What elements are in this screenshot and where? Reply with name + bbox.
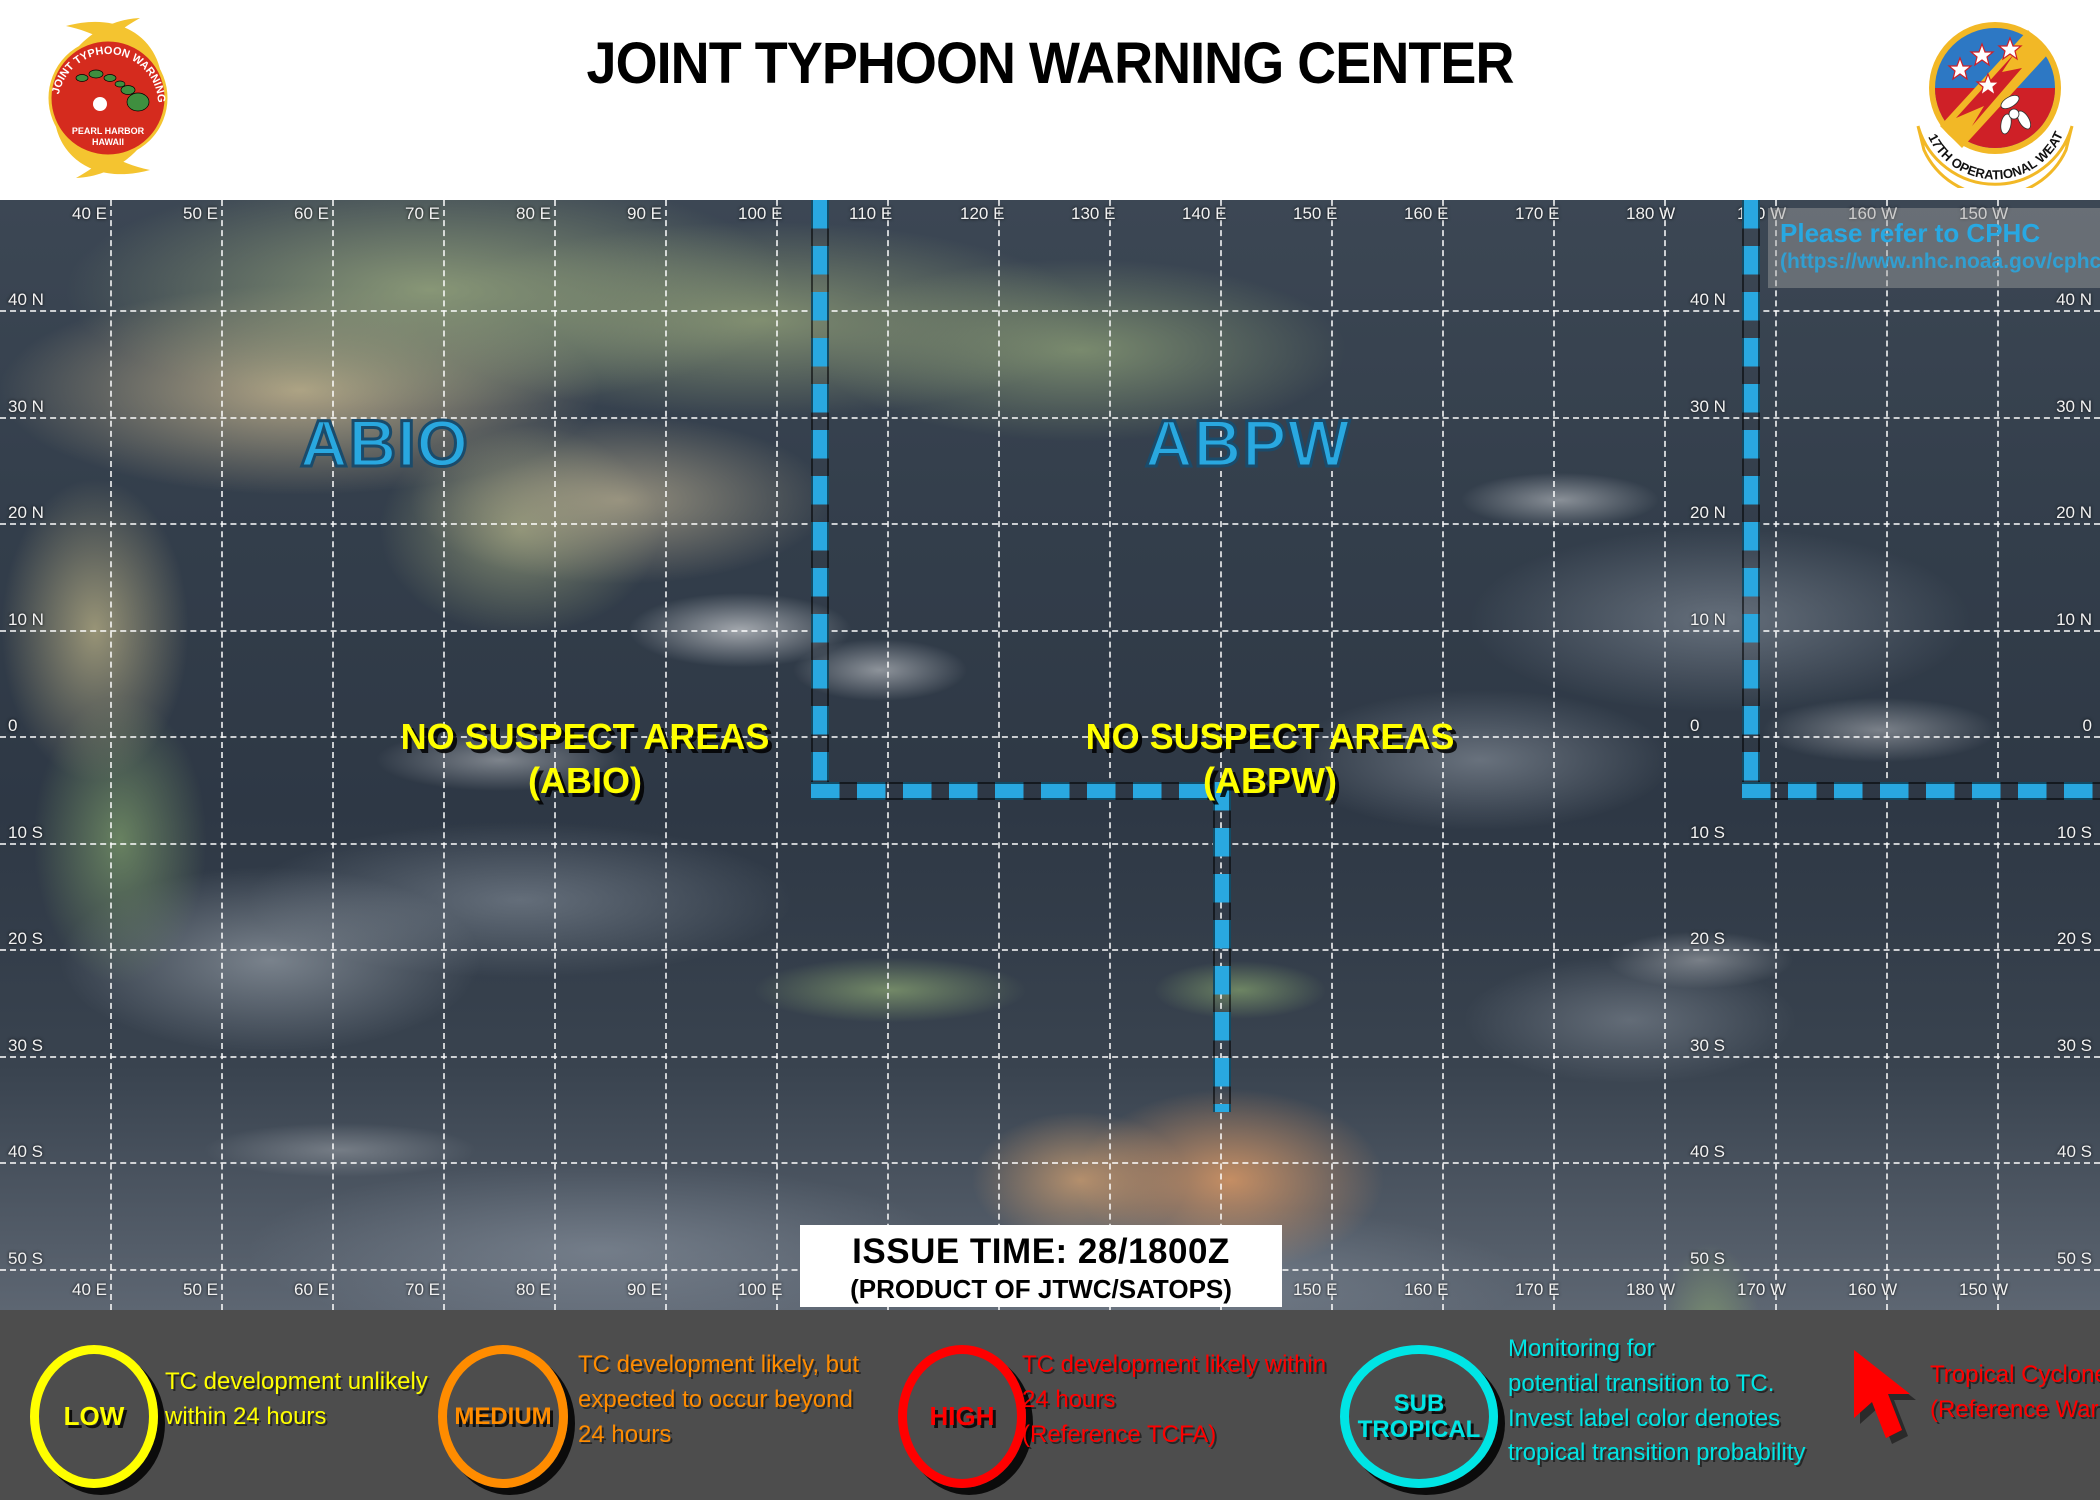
- aor-boundary-australia: [1213, 782, 1231, 1112]
- legend-badge-low: LOW: [30, 1345, 158, 1488]
- legend-desc-high-line1: TC development likely within: [1022, 1351, 1327, 1378]
- legend-badge-sub-tropical-line1: SUB: [1393, 1390, 1445, 1418]
- legend-desc-medium-line2: expected to occur beyond: [578, 1385, 853, 1413]
- cphc-notice-overlay: [1768, 208, 2100, 288]
- legend-desc-sub-line2: potential transition to TC.: [1508, 1369, 1775, 1397]
- legend-desc-high: TC development likely within 24 hours (R…: [1022, 1348, 1352, 1452]
- basin-label-abio: ABIO: [299, 405, 470, 482]
- jtwc-seal-logo: PEARL HARBOR HAWAII JOINT TYPHOON WARNIN…: [28, 8, 168, 178]
- legend-badge-sub-tropical: SUB TROPICAL: [1340, 1345, 1498, 1488]
- no-suspect-abio-line1: NO SUSPECT AREAS: [400, 716, 770, 757]
- legend-desc-tropical-cyclone: Tropical Cyclone (Reference Warning): [1930, 1358, 2100, 1428]
- aor-boundary-equator-east: [1742, 782, 2100, 800]
- page-header: PEARL HARBOR HAWAII JOINT TYPHOON WARNIN…: [0, 0, 2100, 200]
- legend-badge-low-label: LOW: [63, 1400, 125, 1431]
- red-arrow-icon: [1854, 1350, 1916, 1444]
- no-suspect-abpw-line1: NO SUSPECT AREAS: [1085, 716, 1455, 757]
- issue-time-label: ISSUE TIME: 28/1800Z: [852, 1232, 1230, 1271]
- legend-desc-sub-line4: tropical transition probability: [1508, 1439, 1806, 1467]
- aor-boundary-180e: [1742, 200, 1760, 790]
- legend-desc-medium-line3: 24 hours: [578, 1420, 672, 1448]
- cphc-notice-url[interactable]: (https://www.nhc.noaa.gov/cphc/): [1780, 250, 2100, 273]
- legend-bar: LOW TC development unlikely within 24 ho…: [0, 1310, 2100, 1500]
- jtwc-logo-center-line2: HAWAII: [92, 137, 124, 147]
- legend-desc-high-line2: 24 hours: [1022, 1385, 1116, 1413]
- legend-badge-medium: MEDIUM: [438, 1345, 568, 1488]
- legend-desc-sub-line1: Monitoring for: [1508, 1335, 1655, 1362]
- legend-desc-sub-tropical: Monitoring for potential transition to T…: [1508, 1332, 1838, 1471]
- cphc-notice-line1[interactable]: Please refer to CPHC: [1780, 218, 2041, 248]
- no-suspect-area-abio: NO SUSPECT AREAS (ABIO): [315, 715, 855, 803]
- legend-desc-tc-line2: (Reference Warning): [1930, 1395, 2100, 1423]
- no-suspect-abio-line2: (ABIO): [528, 759, 642, 801]
- page-title: JOINT TYPHOON WARNING CENTER: [586, 31, 1515, 96]
- basin-label-abpw: ABPW: [1144, 405, 1352, 482]
- legend-desc-low-line1: TC development unlikely: [165, 1368, 428, 1395]
- legend-badge-high-label: HIGH: [929, 1400, 995, 1431]
- legend-desc-sub-line3: Invest label color denotes: [1508, 1404, 1781, 1432]
- legend-desc-low-line2: within 24 hours: [165, 1402, 327, 1430]
- legend-desc-medium: TC development likely, but expected to o…: [578, 1348, 878, 1452]
- aor-boundary-equator-west: [811, 782, 1225, 800]
- legend-desc-medium-line1: TC development likely, but: [578, 1351, 860, 1378]
- legend-badge-medium-label: MEDIUM: [454, 1402, 552, 1430]
- no-suspect-area-abpw: NO SUSPECT AREAS (ABPW): [1000, 715, 1540, 803]
- legend-desc-low: TC development unlikely within 24 hours: [165, 1365, 435, 1435]
- legend-badge-sub-tropical-line2: TROPICAL: [1357, 1415, 1481, 1443]
- issue-product-label: (PRODUCT OF JTWC/SATOPS): [850, 1274, 1232, 1304]
- satellite-map[interactable]: 40 E 40 E 50 E 50 E 60 E 60 E 70 E 70 E 80 E 80 E…: [0, 200, 2100, 1310]
- legend-desc-high-line3: (Reference TCFA): [1022, 1420, 1217, 1448]
- issue-time-box: ISSUE TIME: 28/1800Z (PRODUCT OF JTWC/SA…: [800, 1225, 1282, 1307]
- legend-desc-tc-line1: Tropical Cyclone: [1930, 1361, 2100, 1388]
- 17th-operational-weather-squadron-patch: 17TH OPERATIONAL WEATHER SQ: [1910, 8, 2074, 188]
- jtwc-logo-center-line1: PEARL HARBOR: [72, 126, 145, 136]
- no-suspect-abpw-line2: (ABPW): [1203, 759, 1337, 801]
- legend-badge-high: HIGH: [898, 1345, 1026, 1488]
- aor-boundary-100e: [811, 200, 829, 795]
